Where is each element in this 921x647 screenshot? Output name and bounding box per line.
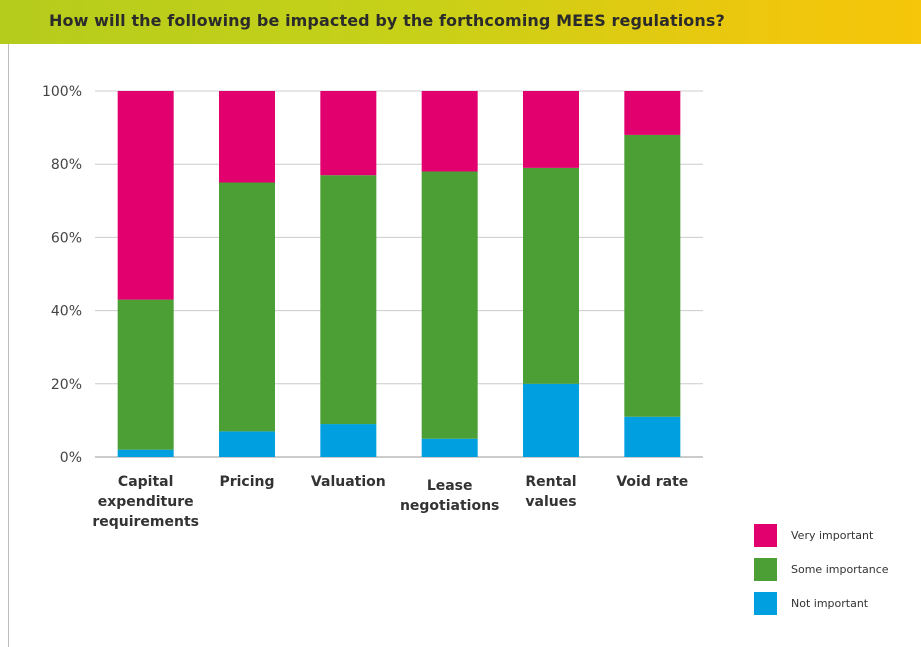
- bar-segment-very-important: [219, 91, 275, 183]
- bar-segment-some-importance: [320, 175, 377, 425]
- x-category-label-line: Valuation: [311, 474, 386, 490]
- legend-swatch-not-important: [754, 592, 777, 615]
- bar-segment-some-importance: [624, 134, 681, 417]
- title-bar: How will the following be impacted by th…: [0, 0, 921, 44]
- x-category-label: Rental values: [525, 474, 576, 510]
- x-category-label: Capital expenditure requirements: [92, 474, 199, 530]
- y-tick-label: 60%: [51, 230, 82, 246]
- chart-title: How will the following be impacted by th…: [49, 11, 725, 30]
- bar-group: [117, 91, 681, 457]
- y-tick-label: 20%: [51, 377, 82, 393]
- y-tick-label: 40%: [51, 304, 82, 320]
- legend-label-very-important: Very important: [791, 529, 874, 542]
- bar-segment-very-important: [624, 91, 681, 135]
- x-category-label: Valuation: [311, 474, 386, 490]
- x-category-label: Pricing: [219, 474, 274, 490]
- bar-segment-not-important: [117, 449, 174, 457]
- bar-segment-very-important: [421, 91, 478, 172]
- y-tick-label: 0%: [60, 450, 82, 466]
- x-category-label-line: Capital: [118, 474, 173, 490]
- x-category-label: Void rate: [616, 474, 688, 490]
- x-category-label-line: values: [525, 494, 576, 510]
- legend-swatch-some-importance: [754, 558, 777, 581]
- legend-swatch-very-important: [754, 524, 777, 547]
- bar-segment-very-important: [320, 91, 377, 176]
- left-border: [8, 44, 9, 647]
- bar-segment-some-importance: [117, 299, 174, 450]
- bar-segment-not-important: [523, 383, 579, 457]
- y-tick-label: 100%: [42, 84, 82, 100]
- x-category-label: Lease negotiations: [400, 478, 499, 514]
- legend-label-not-important: Not important: [791, 597, 869, 610]
- gridlines: [95, 90, 703, 458]
- bar-segment-not-important: [219, 431, 275, 457]
- bar-segment-not-important: [624, 416, 681, 457]
- y-axis-labels: 0% 20% 40% 60% 80% 100%: [42, 84, 82, 466]
- x-category-label-line: requirements: [92, 514, 199, 530]
- bar-segment-very-important: [117, 91, 174, 300]
- bar-segment-some-importance: [523, 167, 579, 384]
- bar-segment-not-important: [421, 438, 478, 457]
- x-axis-labels: Capital expenditure requirements Pricing Val…: [92, 474, 688, 530]
- x-category-label-line: Lease: [427, 478, 473, 494]
- legend-label-some-importance: Some importance: [791, 563, 889, 576]
- x-category-label-line: expenditure: [98, 494, 194, 510]
- bar-segment-some-importance: [219, 182, 275, 432]
- x-category-label-line: Rental: [525, 474, 576, 490]
- y-tick-label: 80%: [51, 157, 82, 173]
- bar-segment-some-importance: [421, 171, 478, 439]
- x-category-label-line: Pricing: [219, 474, 274, 490]
- bar-segment-very-important: [523, 91, 579, 168]
- bar-segment-not-important: [320, 424, 377, 457]
- x-category-label-line: Void rate: [616, 474, 688, 490]
- x-category-label-line: negotiations: [400, 498, 499, 514]
